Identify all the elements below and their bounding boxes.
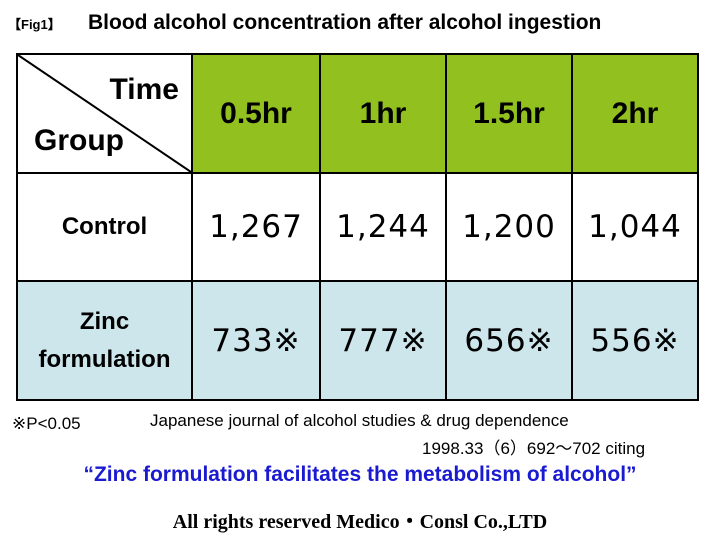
- column-header-0-5hr: 0.5hr: [191, 53, 321, 174]
- row-header-control: Control: [16, 172, 193, 282]
- table-cell: 733※: [191, 280, 321, 401]
- table-cell: 1,044: [571, 172, 699, 282]
- table-cell: 556※: [571, 280, 699, 401]
- table-row-control: Control 1,267 1,244 1,200 1,044: [16, 172, 699, 282]
- copyright-notice: All rights reserved Medico・Consl Co.,LTD: [172, 511, 548, 533]
- table-cell: 656※: [445, 280, 573, 401]
- group-label-line: formulation: [38, 345, 171, 373]
- corner-time-label: Time: [109, 73, 179, 106]
- table-cell: 1,200: [445, 172, 573, 282]
- conclusion-quote: “Zinc formulation facilitates the metabo…: [83, 463, 637, 486]
- figure-title: Blood alcohol concentration after alcoho…: [88, 11, 602, 34]
- source-citation-line-1: Japanese journal of alcohol studies & dr…: [150, 411, 569, 430]
- source-citation-line-2: 1998.33（6）692～702 citing: [422, 439, 646, 458]
- table-cell: 1,244: [319, 172, 447, 282]
- diagonal-divider: [18, 55, 191, 172]
- data-table: Time Group 0.5hr 1hr 1.5hr 2hr Control 1…: [16, 53, 699, 401]
- row-header-zinc-formulation: Zinc formulation: [16, 280, 193, 401]
- figure-label: 【Fig1】: [8, 17, 61, 32]
- column-header-1-5hr: 1.5hr: [445, 53, 573, 174]
- column-header-1hr: 1hr: [319, 53, 447, 174]
- table-cell: 777※: [319, 280, 447, 401]
- column-header-2hr: 2hr: [571, 53, 699, 174]
- header-row: Time Group 0.5hr 1hr 1.5hr 2hr: [16, 53, 699, 174]
- group-label-line: Control: [61, 213, 148, 240]
- table-cell: 1,267: [191, 172, 321, 282]
- significance-note: ※P<0.05: [12, 414, 81, 433]
- corner-group-label: Group: [34, 124, 124, 157]
- corner-cell: Time Group: [16, 53, 193, 174]
- group-label-line: Zinc: [79, 307, 130, 335]
- table-row-zinc-formulation: Zinc formulation 733※ 777※ 656※ 556※: [16, 280, 699, 401]
